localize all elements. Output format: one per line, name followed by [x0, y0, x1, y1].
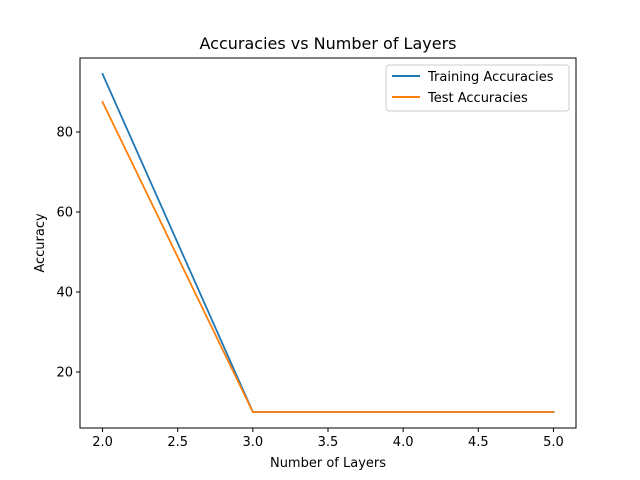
series-lines [101, 72, 555, 413]
x-tick-label: 2.5 [167, 435, 188, 450]
y-axis: 20 40 60 80 [56, 126, 80, 381]
x-tick-label: 3.0 [243, 435, 264, 450]
y-tick-label: 40 [56, 286, 73, 301]
y-tick-label: 60 [56, 206, 73, 221]
x-tick-label: 3.5 [318, 435, 339, 450]
x-tick-label: 4.5 [468, 435, 489, 450]
series-line-test [101, 100, 555, 413]
chart-title: Accuracies vs Number of Layers [200, 34, 457, 53]
y-tick-label: 20 [56, 366, 73, 381]
legend-label-training: Training Accuracies [427, 70, 554, 85]
x-tick-label: 4.0 [393, 435, 414, 450]
y-tick-label: 80 [56, 126, 73, 141]
legend: Training Accuracies Test Accuracies [385, 64, 570, 112]
legend-box [385, 64, 570, 112]
x-tick-label: 2.0 [92, 435, 113, 450]
y-axis-label: Accuracy [33, 213, 48, 273]
legend-label-test: Test Accuracies [427, 91, 528, 106]
x-axis-label: Number of Layers [270, 456, 386, 471]
x-axis: 2.0 2.5 3.0 3.5 4.0 4.5 5.0 [92, 428, 564, 450]
x-tick-label: 5.0 [543, 435, 564, 450]
